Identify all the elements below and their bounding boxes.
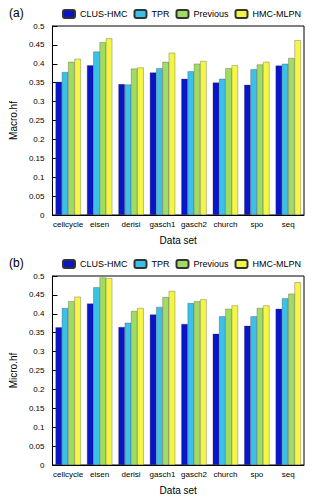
svg-text:0.05: 0.05 xyxy=(29,192,45,201)
svg-text:seq: seq xyxy=(282,470,295,479)
svg-text:(a): (a) xyxy=(9,6,24,20)
svg-text:CLUS-HMC: CLUS-HMC xyxy=(80,9,128,19)
svg-text:0.25: 0.25 xyxy=(29,366,45,375)
svg-text:0.05: 0.05 xyxy=(29,442,45,451)
svg-text:0.2: 0.2 xyxy=(33,385,45,394)
svg-text:0.15: 0.15 xyxy=(29,154,45,163)
svg-text:derisi: derisi xyxy=(122,470,141,479)
svg-text:gasch2: gasch2 xyxy=(181,220,207,229)
svg-text:0.2: 0.2 xyxy=(33,135,45,144)
svg-text:0.45: 0.45 xyxy=(29,40,45,49)
svg-text:TPR: TPR xyxy=(151,9,170,19)
svg-text:Data set: Data set xyxy=(160,235,197,246)
svg-text:cellcycle: cellcycle xyxy=(53,470,84,479)
svg-text:CLUS-HMC: CLUS-HMC xyxy=(80,259,128,269)
svg-text:0.4: 0.4 xyxy=(33,59,45,68)
svg-text:Previous: Previous xyxy=(193,259,229,269)
svg-text:0.45: 0.45 xyxy=(29,290,45,299)
svg-text:spo: spo xyxy=(250,470,263,479)
svg-text:0.35: 0.35 xyxy=(29,328,45,337)
svg-text:gasch2: gasch2 xyxy=(181,470,207,479)
svg-text:Macro.hf: Macro.hf xyxy=(8,101,19,140)
svg-text:spo: spo xyxy=(250,220,263,229)
svg-text:0: 0 xyxy=(40,211,45,220)
svg-text:(b): (b) xyxy=(9,256,24,270)
svg-text:gasch1: gasch1 xyxy=(150,470,176,479)
svg-text:0: 0 xyxy=(40,461,45,470)
svg-text:eisen: eisen xyxy=(90,220,109,229)
svg-text:0.15: 0.15 xyxy=(29,404,45,413)
svg-text:HMC-MLPN: HMC-MLPN xyxy=(253,259,302,269)
svg-text:0.4: 0.4 xyxy=(33,309,45,318)
svg-text:church: church xyxy=(213,470,237,479)
svg-text:Previous: Previous xyxy=(193,9,229,19)
svg-text:Data set: Data set xyxy=(160,485,197,496)
svg-text:cellcycle: cellcycle xyxy=(53,220,84,229)
svg-text:Micro.hf: Micro.hf xyxy=(8,352,19,388)
svg-text:0.1: 0.1 xyxy=(33,423,45,432)
svg-text:0.3: 0.3 xyxy=(33,97,45,106)
svg-text:derisi: derisi xyxy=(122,220,141,229)
svg-text:0.3: 0.3 xyxy=(33,347,45,356)
svg-text:seq: seq xyxy=(282,220,295,229)
svg-text:0.5: 0.5 xyxy=(33,272,45,281)
svg-text:gasch1: gasch1 xyxy=(150,220,176,229)
svg-text:church: church xyxy=(213,220,237,229)
svg-text:eisen: eisen xyxy=(90,470,109,479)
svg-text:HMC-MLPN: HMC-MLPN xyxy=(253,9,302,19)
svg-text:TPR: TPR xyxy=(151,259,170,269)
svg-text:0.1: 0.1 xyxy=(33,173,45,182)
svg-text:0.25: 0.25 xyxy=(29,116,45,125)
svg-text:0.35: 0.35 xyxy=(29,78,45,87)
svg-text:0.5: 0.5 xyxy=(33,22,45,31)
